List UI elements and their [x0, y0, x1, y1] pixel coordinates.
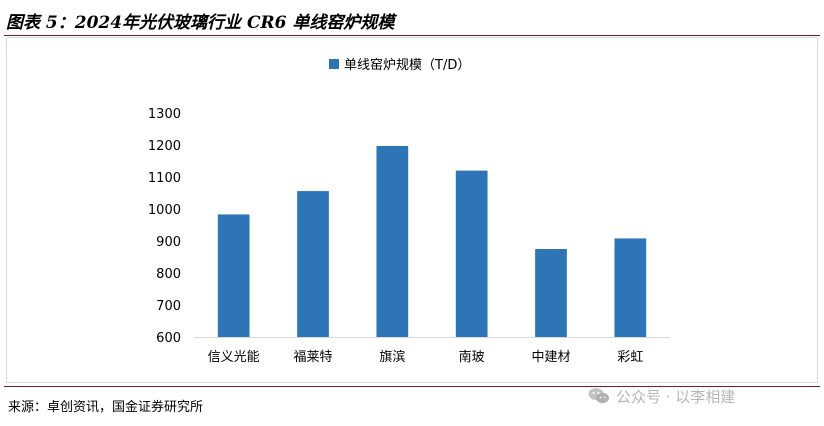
x-tick-label: 旗滨	[379, 349, 405, 365]
x-tick-label: 福莱特	[293, 350, 332, 365]
y-tick-label: 800	[156, 267, 181, 282]
y-tick-label: 1200	[148, 139, 181, 154]
legend-swatch	[329, 59, 339, 69]
bar	[535, 249, 567, 337]
x-tick-label: 信义光能	[208, 350, 260, 365]
source-note: 来源：卓创资讯，国金证券研究所	[8, 400, 204, 415]
legend: 单线窑炉规模（T/D）	[329, 57, 470, 73]
bar	[455, 170, 488, 337]
watermark-text: 公众号 · 以李相建	[616, 387, 736, 406]
y-tick-label: 1300	[148, 107, 181, 122]
top-rule	[4, 35, 820, 36]
figure-title: 图表 5：2024年光伏玻璃行业 CR6 单线窑炉规模	[6, 13, 395, 33]
bar	[297, 191, 329, 337]
x-tick-label: 中建材	[531, 350, 570, 365]
chart-frame	[6, 37, 818, 383]
bars	[217, 145, 647, 337]
watermark: 公众号 · 以李相建	[588, 384, 735, 408]
legend-label: 单线窑炉规模（T/D）	[344, 57, 470, 73]
bottom-rule	[4, 386, 820, 387]
bar	[614, 238, 647, 337]
x-tick-label: 南玻	[459, 349, 485, 365]
y-tick-label: 700	[156, 299, 181, 314]
y-tick-label: 1100	[148, 171, 181, 186]
y-tick-label: 1000	[148, 203, 181, 218]
bar	[376, 145, 409, 337]
y-tick-label: 900	[156, 235, 181, 250]
y-tick-label: 600	[156, 331, 181, 346]
wechat-icon	[588, 388, 609, 404]
x-axis: 信义光能 福莱特 旗滨 南玻 中建材 彩虹	[208, 349, 644, 365]
x-tick-label: 彩虹	[617, 350, 643, 365]
y-axis: 600 700 800 900 1000 1100 1200 1300	[148, 107, 181, 346]
bar	[217, 214, 250, 337]
